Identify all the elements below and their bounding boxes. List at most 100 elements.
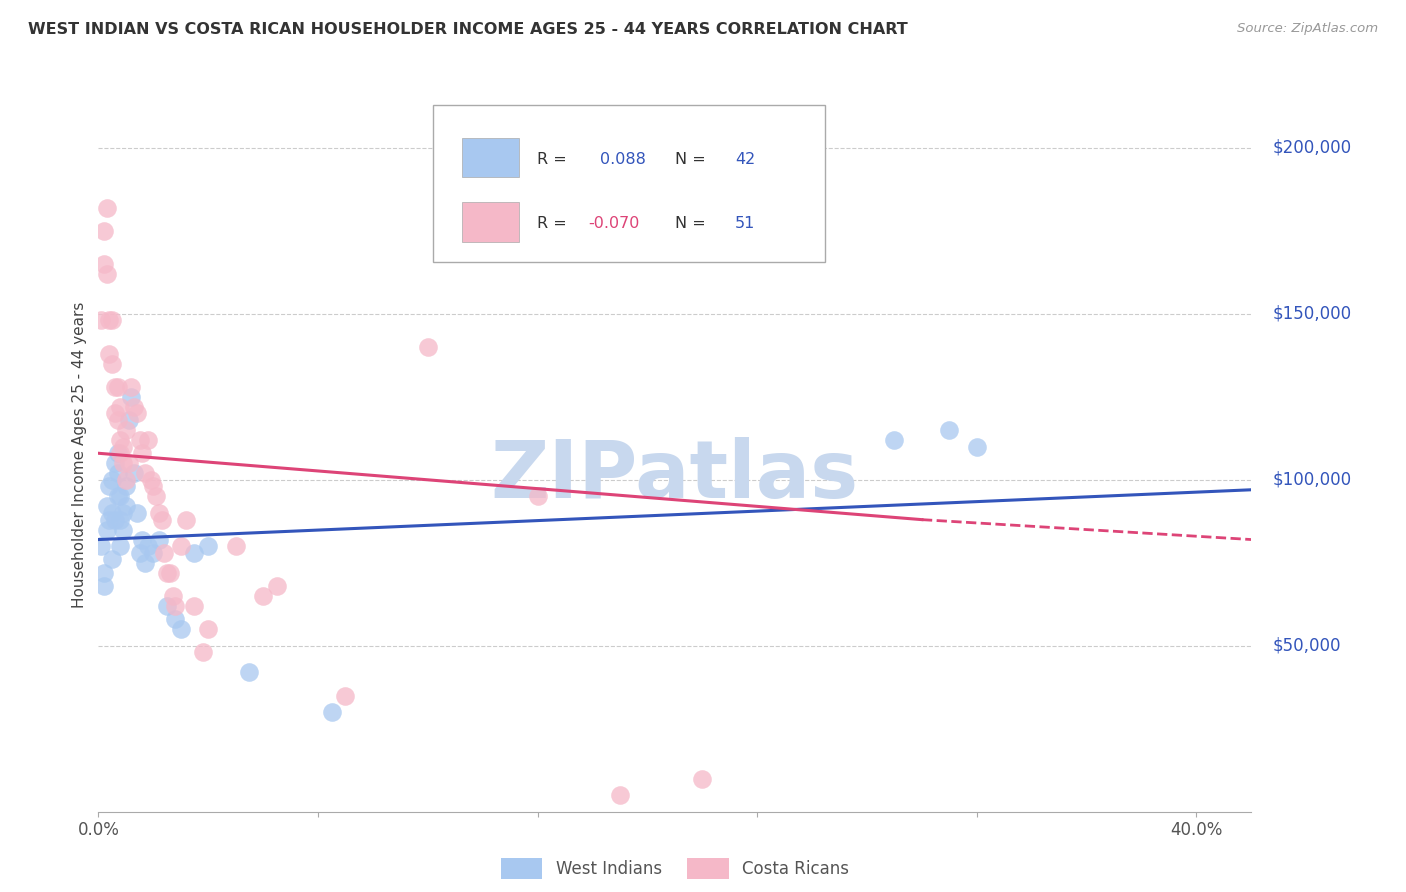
Point	[165, 612, 187, 626]
Point	[98, 513, 121, 527]
Text: WEST INDIAN VS COSTA RICAN HOUSEHOLDER INCOME AGES 25 - 44 YEARS CORRELATION CHA: WEST INDIAN VS COSTA RICAN HOUSEHOLDER I…	[28, 22, 908, 37]
Point	[110, 400, 132, 414]
Point	[252, 589, 274, 603]
Point	[191, 645, 214, 659]
Point	[197, 622, 219, 636]
Point	[101, 552, 124, 566]
Point	[117, 456, 139, 470]
Point	[110, 433, 132, 447]
Point	[93, 566, 115, 580]
Text: $100,000: $100,000	[1272, 471, 1351, 489]
Point	[225, 539, 247, 553]
Point	[321, 705, 343, 719]
Point	[165, 599, 187, 613]
Point	[609, 788, 631, 802]
Text: R =: R =	[537, 216, 571, 231]
Point	[156, 599, 179, 613]
Point	[104, 406, 127, 420]
Point	[110, 513, 132, 527]
Point	[125, 506, 148, 520]
Point	[90, 313, 112, 327]
Text: 42: 42	[735, 152, 755, 167]
Point	[170, 539, 193, 553]
Point	[692, 772, 714, 786]
Point	[112, 523, 135, 537]
Point	[110, 446, 132, 460]
Point	[162, 589, 184, 603]
Text: Source: ZipAtlas.com: Source: ZipAtlas.com	[1237, 22, 1378, 36]
Point	[120, 380, 142, 394]
Point	[134, 556, 156, 570]
Point	[128, 433, 150, 447]
Point	[174, 513, 197, 527]
Point	[120, 390, 142, 404]
Point	[107, 490, 129, 504]
Text: ZIPatlas: ZIPatlas	[491, 437, 859, 516]
Text: $150,000: $150,000	[1272, 305, 1351, 323]
FancyBboxPatch shape	[433, 105, 825, 262]
Point	[122, 400, 145, 414]
Point	[183, 599, 205, 613]
Point	[101, 357, 124, 371]
Point	[101, 313, 124, 327]
Point	[98, 347, 121, 361]
Point	[110, 539, 132, 553]
Point	[107, 446, 129, 460]
Point	[883, 433, 905, 447]
Text: $50,000: $50,000	[1272, 637, 1341, 655]
Point	[145, 490, 167, 504]
Point	[93, 579, 115, 593]
Point	[107, 380, 129, 394]
Text: N =: N =	[675, 216, 711, 231]
Point	[134, 466, 156, 480]
Legend: West Indians, Costa Ricans: West Indians, Costa Ricans	[494, 852, 856, 886]
Point	[131, 446, 153, 460]
Point	[96, 267, 118, 281]
Point	[966, 440, 988, 454]
Point	[98, 313, 121, 327]
Point	[101, 473, 124, 487]
Point	[112, 440, 135, 454]
Point	[148, 533, 170, 547]
Point	[107, 466, 129, 480]
Point	[159, 566, 181, 580]
Text: R =: R =	[537, 152, 576, 167]
Point	[128, 546, 150, 560]
FancyBboxPatch shape	[461, 138, 519, 178]
Text: 51: 51	[735, 216, 755, 231]
Point	[183, 546, 205, 560]
Point	[98, 479, 121, 493]
Point	[148, 506, 170, 520]
Point	[170, 622, 193, 636]
Point	[117, 413, 139, 427]
Text: N =: N =	[675, 152, 711, 167]
Point	[136, 539, 159, 553]
Point	[96, 201, 118, 215]
Point	[96, 500, 118, 514]
FancyBboxPatch shape	[461, 202, 519, 242]
Point	[526, 490, 548, 504]
Point	[104, 456, 127, 470]
Point	[156, 566, 179, 580]
Point	[104, 513, 127, 527]
Point	[139, 473, 162, 487]
Point	[142, 546, 165, 560]
Point	[238, 665, 260, 680]
Point	[115, 473, 138, 487]
Point	[107, 413, 129, 427]
Point	[938, 423, 960, 437]
Point	[104, 380, 127, 394]
Point	[266, 579, 288, 593]
Point	[131, 533, 153, 547]
Point	[416, 340, 439, 354]
Point	[136, 433, 159, 447]
Point	[335, 689, 357, 703]
Point	[96, 523, 118, 537]
Point	[112, 456, 135, 470]
Point	[93, 224, 115, 238]
Point	[153, 546, 176, 560]
Point	[150, 513, 173, 527]
Point	[115, 423, 138, 437]
Point	[142, 479, 165, 493]
Text: $200,000: $200,000	[1272, 139, 1351, 157]
